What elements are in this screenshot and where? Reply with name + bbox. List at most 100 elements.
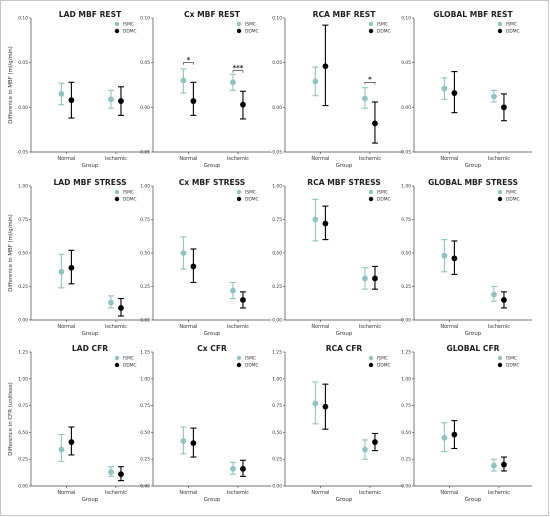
legend-marker-ddmc: [497, 196, 503, 202]
significance-bracket: [364, 82, 376, 85]
y-tick-label: -0.05: [139, 150, 151, 156]
data-point-ismc: [491, 93, 497, 100]
legend-marker-ismc: [114, 355, 120, 361]
legend-marker-ismc: [497, 355, 503, 361]
data-point-ddmc: [501, 104, 507, 111]
legend-label-ddmc: DDMC: [245, 29, 259, 35]
legend-marker-ismc: [368, 21, 374, 27]
data-point-ddmc: [322, 220, 329, 227]
x-tick-label: Ischemic: [488, 324, 510, 330]
data-point-ismc: [362, 446, 368, 453]
y-tick-label: 0.25: [272, 284, 282, 290]
legend-label-ismc: ISMC: [245, 356, 256, 362]
y-tick-label: 0.75: [272, 403, 282, 409]
y-tick-label: 0.25: [140, 457, 150, 463]
x-tick-label: Ischemic: [105, 324, 127, 330]
x-tick-label: Ischemic: [488, 156, 510, 162]
y-tick-label: 0.75: [401, 217, 411, 223]
data-point-ismc: [108, 96, 114, 103]
x-axis-label: Group: [204, 331, 221, 337]
data-point-ddmc: [118, 98, 124, 104]
y-tick-label: 1.00: [401, 184, 411, 190]
subplot-rca-cfr: RCA CFR 0.00 0.25 0.50 0.75 1.00 1.25 Normal Isc…: [272, 344, 403, 503]
x-tick-label: Ischemic: [227, 490, 249, 496]
subplot-global-mbf-rest: GLOBAL MBF REST -0.05 0.00 0.05 0.10 Normal Is…: [400, 10, 532, 169]
x-axis-label: Group: [465, 163, 482, 169]
y-tick-label: 0.75: [272, 217, 282, 223]
x-tick-label: Ischemic: [359, 156, 381, 162]
legend-marker-ismc: [497, 21, 503, 27]
data-point-ddmc: [451, 431, 458, 438]
x-tick-label: Ischemic: [105, 156, 127, 162]
x-tick-label: Normal: [179, 156, 197, 162]
subplot-rca-mbf-rest: RCA MBF REST -0.05 0.00 0.05 0.10 Normal Ische…: [271, 10, 403, 169]
y-tick-label: 0.00: [272, 484, 282, 490]
plot-title: GLOBAL CFR: [446, 344, 499, 353]
y-tick-label: 0.75: [18, 403, 28, 409]
data-point-ddmc: [190, 98, 197, 104]
y-tick-label: 1.00: [140, 376, 150, 382]
y-tick-label: 0.50: [140, 430, 150, 436]
subplot-lad-mbf-stress: LAD MBF STRESS 0.00 0.25 0.50 0.75 1.00 Normal…: [8, 178, 149, 337]
y-tick-label: 0.50: [18, 251, 28, 257]
legend-label-ddmc: DDMC: [506, 197, 520, 203]
legend-marker-ismc: [497, 189, 503, 195]
y-axis-label: Difference in MBF (ml/g/min): [8, 46, 14, 123]
data-point-ddmc: [68, 439, 75, 445]
x-tick-label: Normal: [57, 324, 75, 330]
legend-marker-ismc: [236, 21, 242, 27]
x-axis-label: Group: [204, 497, 221, 503]
plot-title: RCA MBF REST: [313, 10, 377, 19]
y-tick-label: 1.25: [140, 350, 150, 356]
x-axis-label: Group: [336, 497, 353, 503]
plot-title: Cx MBF REST: [184, 10, 241, 19]
data-point-ismc: [108, 299, 114, 306]
y-tick-label: 0.00: [401, 318, 411, 324]
x-axis-label: Group: [82, 497, 99, 503]
y-tick-label: 0.00: [140, 105, 150, 111]
y-tick-label: 1.00: [18, 184, 28, 190]
y-tick-label: 0.10: [272, 16, 282, 22]
legend-label-ismc: ISMC: [377, 190, 388, 196]
subplot-rca-mbf-stress: RCA MBF STRESS 0.00 0.25 0.50 0.75 1.00 Normal…: [272, 178, 403, 337]
data-point-ddmc: [501, 297, 507, 303]
y-tick-label: -0.05: [17, 150, 29, 156]
legend-marker-ddmc: [114, 196, 120, 202]
y-tick-label: 0.25: [272, 457, 282, 463]
y-tick-label: 0.05: [272, 60, 282, 66]
legend-label-ismc: ISMC: [377, 22, 388, 28]
y-tick-label: 0.75: [140, 217, 150, 223]
data-point-ismc: [58, 268, 65, 275]
data-point-ismc: [441, 434, 448, 441]
y-tick-label: 1.25: [272, 350, 282, 356]
x-tick-label: Ischemic: [227, 156, 249, 162]
data-point-ddmc: [372, 439, 378, 445]
y-tick-label: 0.00: [18, 484, 28, 490]
significance-label: ***: [232, 64, 243, 72]
x-axis-label: Group: [204, 163, 221, 169]
legend-label-ismc: ISMC: [377, 356, 388, 362]
data-point-ismc: [441, 85, 448, 92]
legend-label-ismc: ISMC: [245, 190, 256, 196]
legend-label-ddmc: DDMC: [377, 363, 391, 369]
plot-title: Cx MBF STRESS: [179, 178, 246, 187]
data-point-ddmc: [118, 305, 124, 311]
data-point-ismc: [491, 291, 497, 298]
data-point-ddmc: [372, 120, 378, 127]
x-axis-label: Group: [82, 163, 99, 169]
subplot-global-cfr: GLOBAL CFR 0.00 0.25 0.50 0.75 1.00 1.25 Normal…: [401, 344, 532, 503]
x-tick-label: Normal: [179, 490, 197, 496]
y-tick-label: 0.75: [140, 403, 150, 409]
y-tick-label: 0.75: [18, 217, 28, 223]
y-tick-label: 0.75: [401, 403, 411, 409]
legend-label-ddmc: DDMC: [123, 29, 137, 35]
y-tick-label: 0.00: [272, 318, 282, 324]
legend-label-ismc: ISMC: [506, 22, 517, 28]
legend-label-ddmc: DDMC: [245, 197, 259, 203]
y-axis-label: Difference in CFR (unitless): [8, 382, 14, 456]
y-tick-label: 0.00: [401, 484, 411, 490]
legend-label-ddmc: DDMC: [506, 363, 520, 369]
legend-marker-ddmc: [368, 196, 374, 202]
y-tick-label: 0.00: [140, 484, 150, 490]
plot-title: LAD MBF STRESS: [53, 178, 126, 187]
